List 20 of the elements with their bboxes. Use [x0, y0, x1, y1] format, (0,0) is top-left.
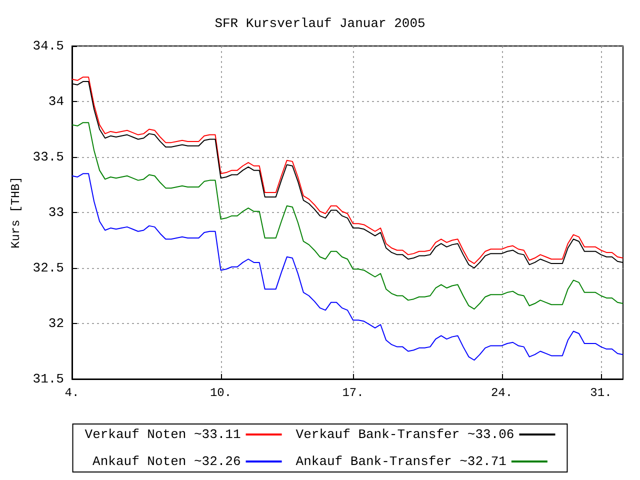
legend-label: Verkauf Bank-Transfer ~33.06 — [296, 427, 514, 442]
y-tick-label: 32.5 — [32, 260, 64, 276]
legend-label: Ankauf Noten ~32.26 — [92, 454, 241, 469]
y-tick-label: 31.5 — [32, 372, 64, 386]
legend-label: Ankauf Bank-Transfer ~32.71 — [296, 454, 507, 469]
y-axis-title: Kurs [THB] — [8, 176, 23, 249]
x-tick-label: 24. — [490, 386, 513, 400]
y-tick-label: 33 — [48, 205, 64, 220]
y-tick-label: 33.5 — [32, 150, 64, 164]
x-tick-label: 4. — [64, 386, 80, 400]
line-series — [72, 173, 624, 361]
legend-label: Verkauf Noten ~33.11 — [84, 427, 241, 442]
line-series — [72, 122, 624, 310]
y-tick-label: 32 — [48, 316, 64, 331]
x-tick-label: 17. — [342, 386, 364, 400]
x-tick-label: 31. — [590, 386, 612, 400]
chart-title: SFR Kursverlauf Januar 2005 — [214, 16, 426, 31]
x-tick-label: 10. — [210, 386, 232, 400]
y-tick-label: 34 — [48, 94, 64, 109]
y-tick-label: 34.5 — [32, 38, 64, 54]
